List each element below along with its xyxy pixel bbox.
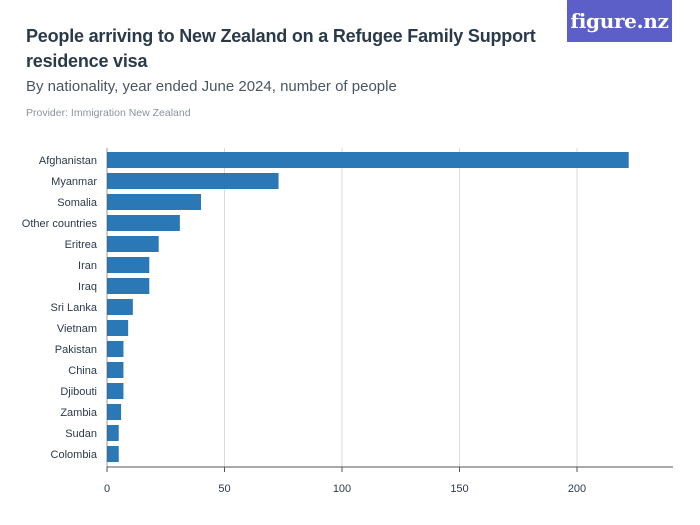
category-label-china: China: [68, 365, 98, 377]
x-tick-label-100: 100: [333, 483, 351, 495]
bar-eritrea[interactable]: [107, 236, 159, 252]
bar-sudan[interactable]: [107, 425, 119, 441]
gridlines: [224, 148, 578, 467]
category-label-afghanistan: Afghanistan: [39, 155, 97, 167]
category-label-sri-lanka: Sri Lanka: [51, 302, 98, 314]
bar-afghanistan[interactable]: [107, 152, 629, 168]
figure-nz-logo[interactable]: figure.nz: [567, 0, 672, 42]
category-label-sudan: Sudan: [65, 428, 97, 440]
category-labels: Afghanistan Myanmar Somalia Other countries…: [22, 155, 98, 461]
bar-vietnam[interactable]: [107, 320, 129, 336]
chart-title: People arriving to New Zealand on a Refu…: [26, 26, 536, 71]
x-axis: 0 50 100 150 200: [104, 148, 673, 495]
bar-zambia[interactable]: [107, 404, 122, 420]
x-tick-label-50: 50: [218, 483, 230, 495]
category-label-djibouti: Djibouti: [60, 386, 97, 398]
bar-iran[interactable]: [107, 257, 150, 273]
category-label-eritrea: Eritrea: [65, 239, 98, 251]
x-tick-label-150: 150: [450, 483, 468, 495]
chart-subtitle: By nationality, year ended June 2024, nu…: [26, 78, 397, 95]
bar-iraq[interactable]: [107, 278, 150, 294]
data-provider: Provider: Immigration New Zealand: [26, 107, 191, 119]
bar-china[interactable]: [107, 362, 124, 378]
bar-other-countries[interactable]: [107, 215, 180, 231]
bar-pakistan[interactable]: [107, 341, 124, 357]
bar-colombia[interactable]: [107, 446, 119, 462]
category-label-vietnam: Vietnam: [57, 323, 97, 335]
x-tick-label-0: 0: [104, 483, 110, 495]
category-label-iraq: Iraq: [78, 281, 97, 293]
category-label-other-countries: Other countries: [22, 218, 98, 230]
category-label-pakistan: Pakistan: [55, 344, 97, 356]
bar-somalia[interactable]: [107, 194, 201, 210]
category-label-iran: Iran: [78, 260, 97, 272]
bars: [107, 152, 629, 462]
category-label-myanmar: Myanmar: [51, 176, 97, 188]
bar-myanmar[interactable]: [107, 173, 279, 189]
category-label-zambia: Zambia: [60, 407, 98, 419]
x-tick-label-200: 200: [568, 483, 586, 495]
category-label-colombia: Colombia: [51, 449, 98, 461]
category-label-somalia: Somalia: [57, 197, 98, 209]
bar-djibouti[interactable]: [107, 383, 124, 399]
bar-sri-lanka[interactable]: [107, 299, 133, 315]
